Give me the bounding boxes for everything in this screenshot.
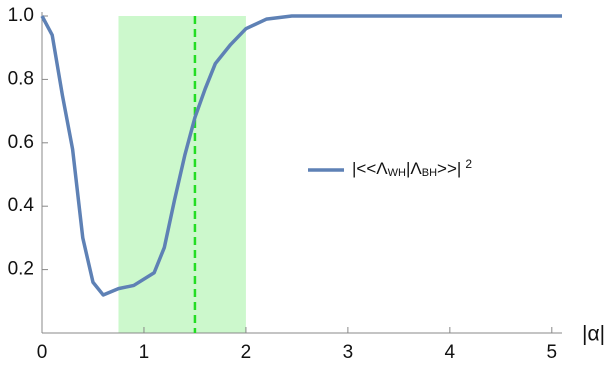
x-axis-label: |α|: [582, 323, 605, 346]
legend-label-part: WH: [388, 167, 406, 179]
x-tick-label: 3: [343, 342, 354, 363]
y-tick-label: 0.6: [8, 132, 34, 153]
legend-label-part: BH: [422, 167, 437, 179]
x-tick-label: 0: [37, 342, 48, 363]
y-tick-label: 1.0: [8, 5, 34, 26]
x-tick-label: 2: [241, 342, 252, 363]
legend-label-part: |<<Λ: [352, 159, 388, 178]
x-tick-label: 5: [547, 342, 558, 363]
x-tick-label: 1: [139, 342, 150, 363]
shaded-region: [118, 16, 246, 333]
y-tick-label: 0.8: [8, 68, 34, 89]
y-tick-label: 0.4: [8, 195, 35, 216]
legend-label-part: >>|: [437, 159, 461, 178]
legend-label-part: |Λ: [406, 159, 422, 178]
legend-label: |<<ΛWH|ΛBH>>| 2: [352, 157, 472, 179]
x-tick-label: 4: [445, 342, 456, 363]
y-tick-label: 0.2: [8, 259, 34, 280]
line-series: [40, 14, 562, 297]
legend-label-part: 2: [465, 157, 472, 171]
